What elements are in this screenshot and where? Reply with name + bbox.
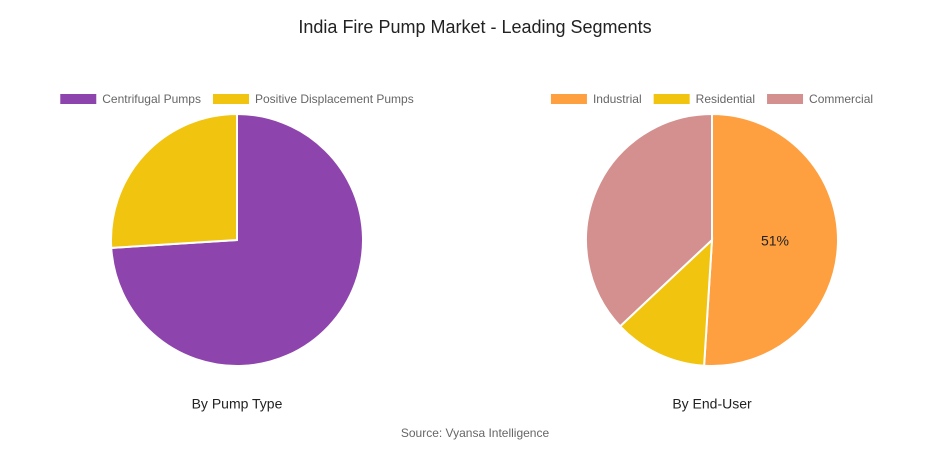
legend-swatch [212,94,249,104]
legend-swatch [767,94,804,104]
pie-slice [585,112,713,328]
source: Source: Vyansa Intelligence [401,426,550,440]
legend-label: Industrial [593,92,642,106]
legend-label: Positive Displacement Pumps [255,92,414,106]
legend-label: Commercial [809,92,873,106]
legend-swatch [60,94,97,104]
chart-subtitle: By Pump Type [192,396,283,412]
pie-slice [703,112,839,367]
legend-label: Centrifugal Pumps [102,92,201,106]
slice-label: 51% [761,233,789,249]
legend-label: Residential [696,92,755,106]
legend-swatch [653,94,690,104]
page-title: India Fire Pump Market - Leading Segment… [298,17,651,37]
pie-slice [110,112,238,249]
legend-swatch [550,94,587,104]
chart-subtitle: By End-User [672,396,752,412]
pie-slice [618,237,714,367]
